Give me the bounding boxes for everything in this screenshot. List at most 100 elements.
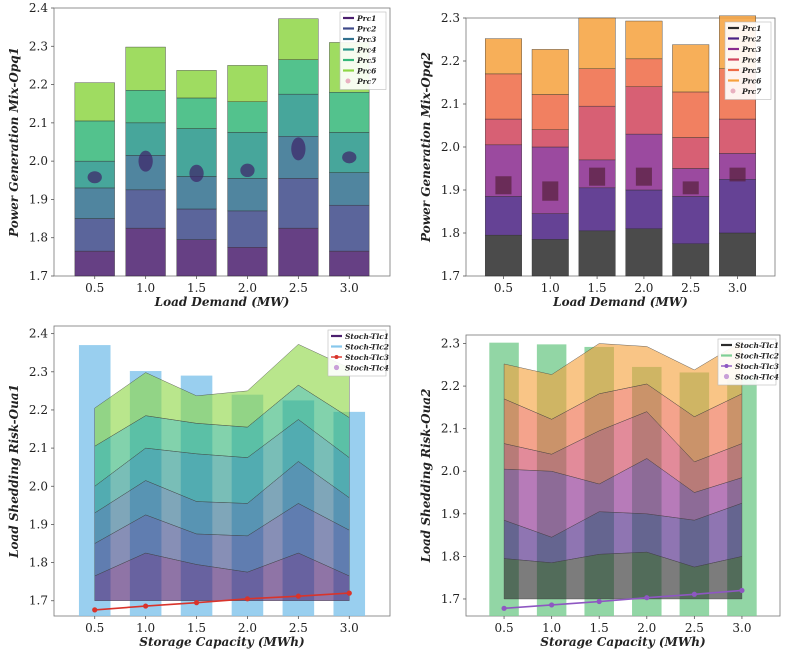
y-tick-label: 2.0 <box>441 140 460 154</box>
x-tick-label: 2.5 <box>289 621 308 635</box>
bar-segment <box>176 97 217 129</box>
y-tick-label: 1.8 <box>29 556 48 570</box>
legend-label: Stoch-Tlc1 <box>735 341 779 350</box>
x-tick-label: 1.0 <box>136 621 155 635</box>
trend-point <box>501 605 507 611</box>
bar-segment <box>531 239 569 277</box>
bar-segment <box>176 239 217 277</box>
trend-point <box>346 590 352 596</box>
bar-segment <box>278 227 319 277</box>
y-tick-label: 2.2 <box>29 78 48 92</box>
bar-segment <box>625 189 663 229</box>
x-tick-label: 1.0 <box>541 281 560 295</box>
legend-label: Prc5 <box>356 56 376 65</box>
legend-label: Prc4 <box>741 56 761 65</box>
variance-ellipse <box>240 163 255 178</box>
chart-top-right: 1.7 1.8 1.9 2.0 2.1 2.2 2.3 0.5 1.0 1.5 2.0 2.5 3.0 L… <box>419 11 776 309</box>
y-tick-label: 1.7 <box>441 269 460 283</box>
y-tick-label: 2.0 <box>29 154 48 168</box>
stacked-area <box>503 341 743 420</box>
bar-segment <box>74 250 115 277</box>
bar-segment <box>329 92 370 133</box>
chart-bottom-left: 1.7 1.8 1.9 2.0 2.1 2.2 2.3 2.4 0.5 1.0 1.5 2.0 2.5 3… <box>7 325 391 649</box>
trend-point <box>92 607 98 613</box>
bar-segment <box>74 187 115 219</box>
legend-label: Stoch-Tlc2 <box>345 343 389 352</box>
trend-point <box>244 596 251 602</box>
y-tick-label: 2.2 <box>29 403 48 417</box>
bar-segment <box>672 44 710 93</box>
trend-point <box>691 591 697 597</box>
bar-segment <box>672 243 710 277</box>
y-tick-label: 1.7 <box>29 269 48 283</box>
x-tick-label: 2.5 <box>681 281 700 295</box>
bar-segment <box>329 204 370 252</box>
legend-label: Stoch-Tlc4 <box>735 373 779 382</box>
variance-ellipse <box>138 150 153 172</box>
legend-label: Prc7 <box>356 77 377 86</box>
x-tick-label: 1.5 <box>588 281 607 295</box>
bar-segment <box>578 68 616 107</box>
legend-label: Prc2 <box>356 25 376 34</box>
y-tick-label: 1.8 <box>441 226 460 240</box>
y-tick-label: 2.2 <box>441 54 460 68</box>
x-tick-label: 2.5 <box>685 621 704 635</box>
legend-label: Prc4 <box>356 46 376 55</box>
x-tick-label: 0.5 <box>495 621 514 635</box>
bar-segment <box>227 65 268 103</box>
legend-label: Stoch-Tlc3 <box>735 362 779 371</box>
bar-segment <box>625 58 663 87</box>
y-tick-label: 1.8 <box>441 549 460 563</box>
bar-segment <box>125 122 166 156</box>
x-tick-label: 3.0 <box>728 281 747 295</box>
bar-segment <box>74 82 115 122</box>
bar-segment <box>74 120 115 162</box>
bar-segment <box>329 172 370 206</box>
bar-segment <box>578 230 616 277</box>
legend-label: Stoch-Tlc4 <box>345 364 389 373</box>
x-tick-label: 2.0 <box>634 281 653 295</box>
bar-segment <box>227 247 268 277</box>
variance-box <box>682 181 699 195</box>
y-axis-label: Load Shedding Risk-Oua1 <box>7 384 21 559</box>
bar-segment <box>625 228 663 277</box>
bar-segment <box>176 70 217 99</box>
x-axis-label: Storage Capacity (MWh) <box>139 635 304 649</box>
y-axis-label: Power Generation Mix-Opq2 <box>419 52 433 243</box>
bar-segment <box>484 118 522 146</box>
x-tick-label: 1.5 <box>187 281 206 295</box>
legend-marker <box>334 355 339 359</box>
x-tick-label: 1.5 <box>187 621 206 635</box>
bar-segment <box>672 91 710 138</box>
x-tick-label: 3.0 <box>732 621 751 635</box>
variance-ellipse <box>291 137 306 161</box>
legend-marker <box>333 364 340 371</box>
bar-segment <box>719 232 757 277</box>
bar-segment <box>625 20 663 60</box>
bar-segment <box>484 196 522 236</box>
y-tick-label: 1.9 <box>29 517 48 531</box>
variance-ellipse <box>87 171 102 184</box>
bar-segment <box>125 189 166 229</box>
x-axis-label: Load Demand (MW) <box>552 295 688 309</box>
trend-point <box>644 595 650 601</box>
y-axis-label: Power Generation Mix-Opq1 <box>7 47 21 238</box>
y-tick-label: 2.0 <box>441 464 460 478</box>
bar-segment <box>176 176 217 210</box>
variance-box <box>729 167 746 182</box>
bar-segment <box>278 93 319 137</box>
bar-segment <box>125 90 166 124</box>
legend-box <box>724 21 772 100</box>
legend-label: Prc3 <box>741 45 761 54</box>
trend-point <box>739 587 745 594</box>
chart-top-left: 1.7 1.8 1.9 2.0 2.1 2.2 2.3 2.4 0.5 1.0 1.5 2.0 2.5 3… <box>7 1 391 309</box>
y-tick-label: 1.7 <box>441 592 460 606</box>
x-tick-label: 2.0 <box>637 621 656 635</box>
x-axis-label: Storage Capacity (MWh) <box>540 635 705 649</box>
x-tick-label: 1.5 <box>590 621 609 635</box>
bar-segment <box>672 137 710 169</box>
y-tick-label: 1.9 <box>441 507 460 521</box>
bar-segment <box>125 46 166 91</box>
x-tick-label: 0.5 <box>494 281 513 295</box>
y-tick-label: 1.9 <box>441 183 460 197</box>
